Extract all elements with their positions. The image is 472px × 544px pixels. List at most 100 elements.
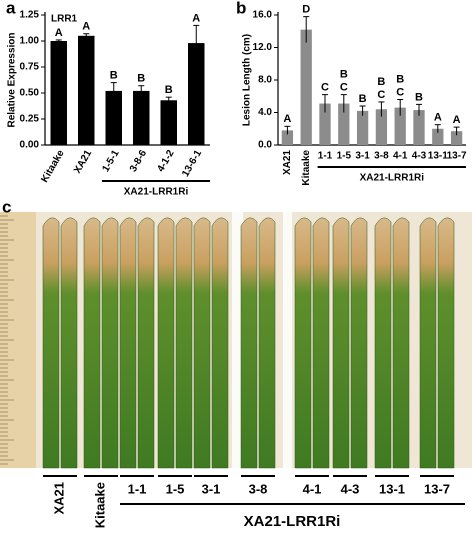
y-tick-label: 0.25 <box>20 114 40 125</box>
significance-letter: B <box>165 84 173 96</box>
group-label: XA21-LRR1Ri <box>124 187 189 198</box>
significance-letter: B <box>415 91 423 103</box>
leaf <box>137 217 155 469</box>
leaf <box>42 217 60 469</box>
photo-label: 4-1 <box>303 481 322 496</box>
photo-label: 1-5 <box>166 481 185 496</box>
significance-letter: B <box>396 73 404 85</box>
photo-label: 1-1 <box>128 481 147 496</box>
photo-gap <box>283 212 292 468</box>
leaf <box>157 217 175 469</box>
photo-label: 13-7 <box>424 481 450 496</box>
y-tick-label: 1.00 <box>20 36 40 47</box>
bar <box>78 35 95 145</box>
significance-letter: A <box>55 27 63 39</box>
bar <box>338 103 350 145</box>
group-label: XA21-LRR1Ri <box>360 173 425 184</box>
leaf <box>419 217 437 469</box>
x-tick-label: 13-1 <box>428 151 448 162</box>
panel-letter: b <box>236 0 246 17</box>
significance-letter: A <box>192 12 200 24</box>
photo-label: 3-8 <box>249 481 268 496</box>
x-tick-label: Kitaake <box>301 150 312 186</box>
leaf <box>437 217 455 469</box>
significance-letter: B <box>340 69 348 81</box>
significance-letter: A <box>283 113 291 125</box>
x-tick-label: 1-1 <box>318 151 333 162</box>
x-tick-label: 1-5 <box>337 151 352 162</box>
leaf <box>312 217 330 469</box>
x-tick-label: 3-8 <box>374 151 389 162</box>
significance-letter: B <box>377 76 385 88</box>
y-tick-label: 0.75 <box>20 62 40 73</box>
x-tick-label: 4-3 <box>412 151 427 162</box>
bar <box>300 29 312 145</box>
y-axis-label: Lesion Length (cm) <box>242 34 253 126</box>
x-tick-label: 4-1-2 <box>155 148 176 174</box>
significance-letter: B <box>137 73 145 85</box>
significance-letter: C <box>340 82 348 94</box>
group-label: XA21-LRR1Ri <box>244 513 341 530</box>
x-tick-label: 3-1 <box>355 151 370 162</box>
photo-label: Kitaake <box>92 482 107 528</box>
panel-letter: c <box>2 197 11 216</box>
bar <box>50 41 67 145</box>
significance-letter: B <box>110 70 118 82</box>
leaf <box>240 217 258 469</box>
leaf <box>258 217 276 469</box>
y-tick-label: 0.50 <box>20 88 40 99</box>
significance-letter: C <box>396 86 404 98</box>
significance-letter: A <box>82 21 90 33</box>
significance-letter: C <box>321 82 329 94</box>
significance-letter: B <box>359 93 367 105</box>
photo-label: 13-1 <box>379 481 405 496</box>
x-tick-label: 3-8-6 <box>128 148 149 174</box>
chart-title: LRR1 <box>51 14 78 25</box>
significance-letter: D <box>302 4 310 16</box>
x-tick-label: 13-7 <box>447 151 467 162</box>
bar <box>375 109 388 145</box>
bar <box>450 131 463 145</box>
leaf <box>374 217 392 469</box>
leaf <box>211 217 229 469</box>
y-tick-label: 1.25 <box>20 10 40 21</box>
y-axis-label: Relative Expression <box>7 32 18 127</box>
bar <box>133 90 150 145</box>
photo-label: XA21 <box>51 482 66 515</box>
leaves <box>42 217 455 469</box>
leaf <box>350 217 368 469</box>
leaf <box>101 217 119 469</box>
bar <box>432 128 444 145</box>
significance-letter: C <box>377 89 385 101</box>
bar <box>413 110 425 145</box>
photo-gap <box>232 212 243 468</box>
photo-label: 4-3 <box>341 481 360 496</box>
leaf <box>332 217 350 469</box>
significance-letter: A <box>434 112 442 124</box>
y-tick-label: 8.0 <box>258 75 272 86</box>
x-tick-label: 1-5-1 <box>100 148 121 174</box>
bar <box>319 103 331 145</box>
leaf <box>83 217 101 469</box>
bar <box>160 100 177 145</box>
y-tick-label: 16.0 <box>253 10 273 21</box>
leaf <box>60 217 78 469</box>
y-tick-label: 12.0 <box>253 42 273 53</box>
leaf <box>119 217 137 469</box>
leaf <box>294 217 312 469</box>
photo-label: 3-1 <box>202 481 221 496</box>
bar <box>188 43 205 145</box>
significance-letter: A <box>453 114 461 126</box>
leaf <box>392 217 410 469</box>
x-tick-label: Kitaake <box>39 148 67 185</box>
x-tick-label: XA21 <box>282 150 293 175</box>
leaf <box>175 217 193 469</box>
bar <box>356 110 369 145</box>
x-tick-label: 13-6-1 <box>180 148 204 179</box>
y-tick-label: 4.0 <box>258 107 272 118</box>
x-tick-label: XA21 <box>72 148 94 176</box>
panel-letter: a <box>6 0 16 17</box>
bar <box>105 90 122 145</box>
x-tick-label: 4-1 <box>393 151 408 162</box>
